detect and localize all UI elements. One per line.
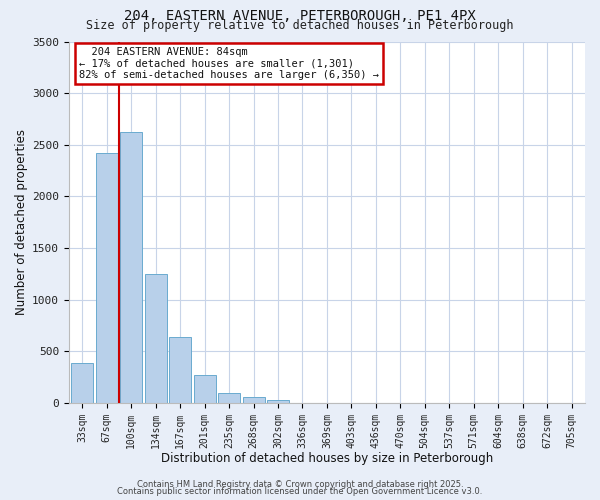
Text: 204, EASTERN AVENUE, PETERBOROUGH, PE1 4PX: 204, EASTERN AVENUE, PETERBOROUGH, PE1 4…: [124, 9, 476, 23]
Y-axis label: Number of detached properties: Number of detached properties: [15, 129, 28, 315]
Bar: [169, 337, 191, 403]
Bar: [120, 132, 142, 403]
Text: Contains HM Land Registry data © Crown copyright and database right 2025.: Contains HM Land Registry data © Crown c…: [137, 480, 463, 489]
Bar: [71, 362, 94, 403]
Bar: [218, 392, 240, 403]
Bar: [242, 397, 265, 403]
Text: Size of property relative to detached houses in Peterborough: Size of property relative to detached ho…: [86, 18, 514, 32]
X-axis label: Distribution of detached houses by size in Peterborough: Distribution of detached houses by size …: [161, 452, 493, 465]
Text: Contains public sector information licensed under the Open Government Licence v3: Contains public sector information licen…: [118, 487, 482, 496]
Text: 204 EASTERN AVENUE: 84sqm
← 17% of detached houses are smaller (1,301)
82% of se: 204 EASTERN AVENUE: 84sqm ← 17% of detac…: [79, 47, 379, 80]
Bar: [194, 375, 215, 403]
Bar: [96, 153, 118, 403]
Bar: [267, 400, 289, 403]
Bar: [145, 274, 167, 403]
